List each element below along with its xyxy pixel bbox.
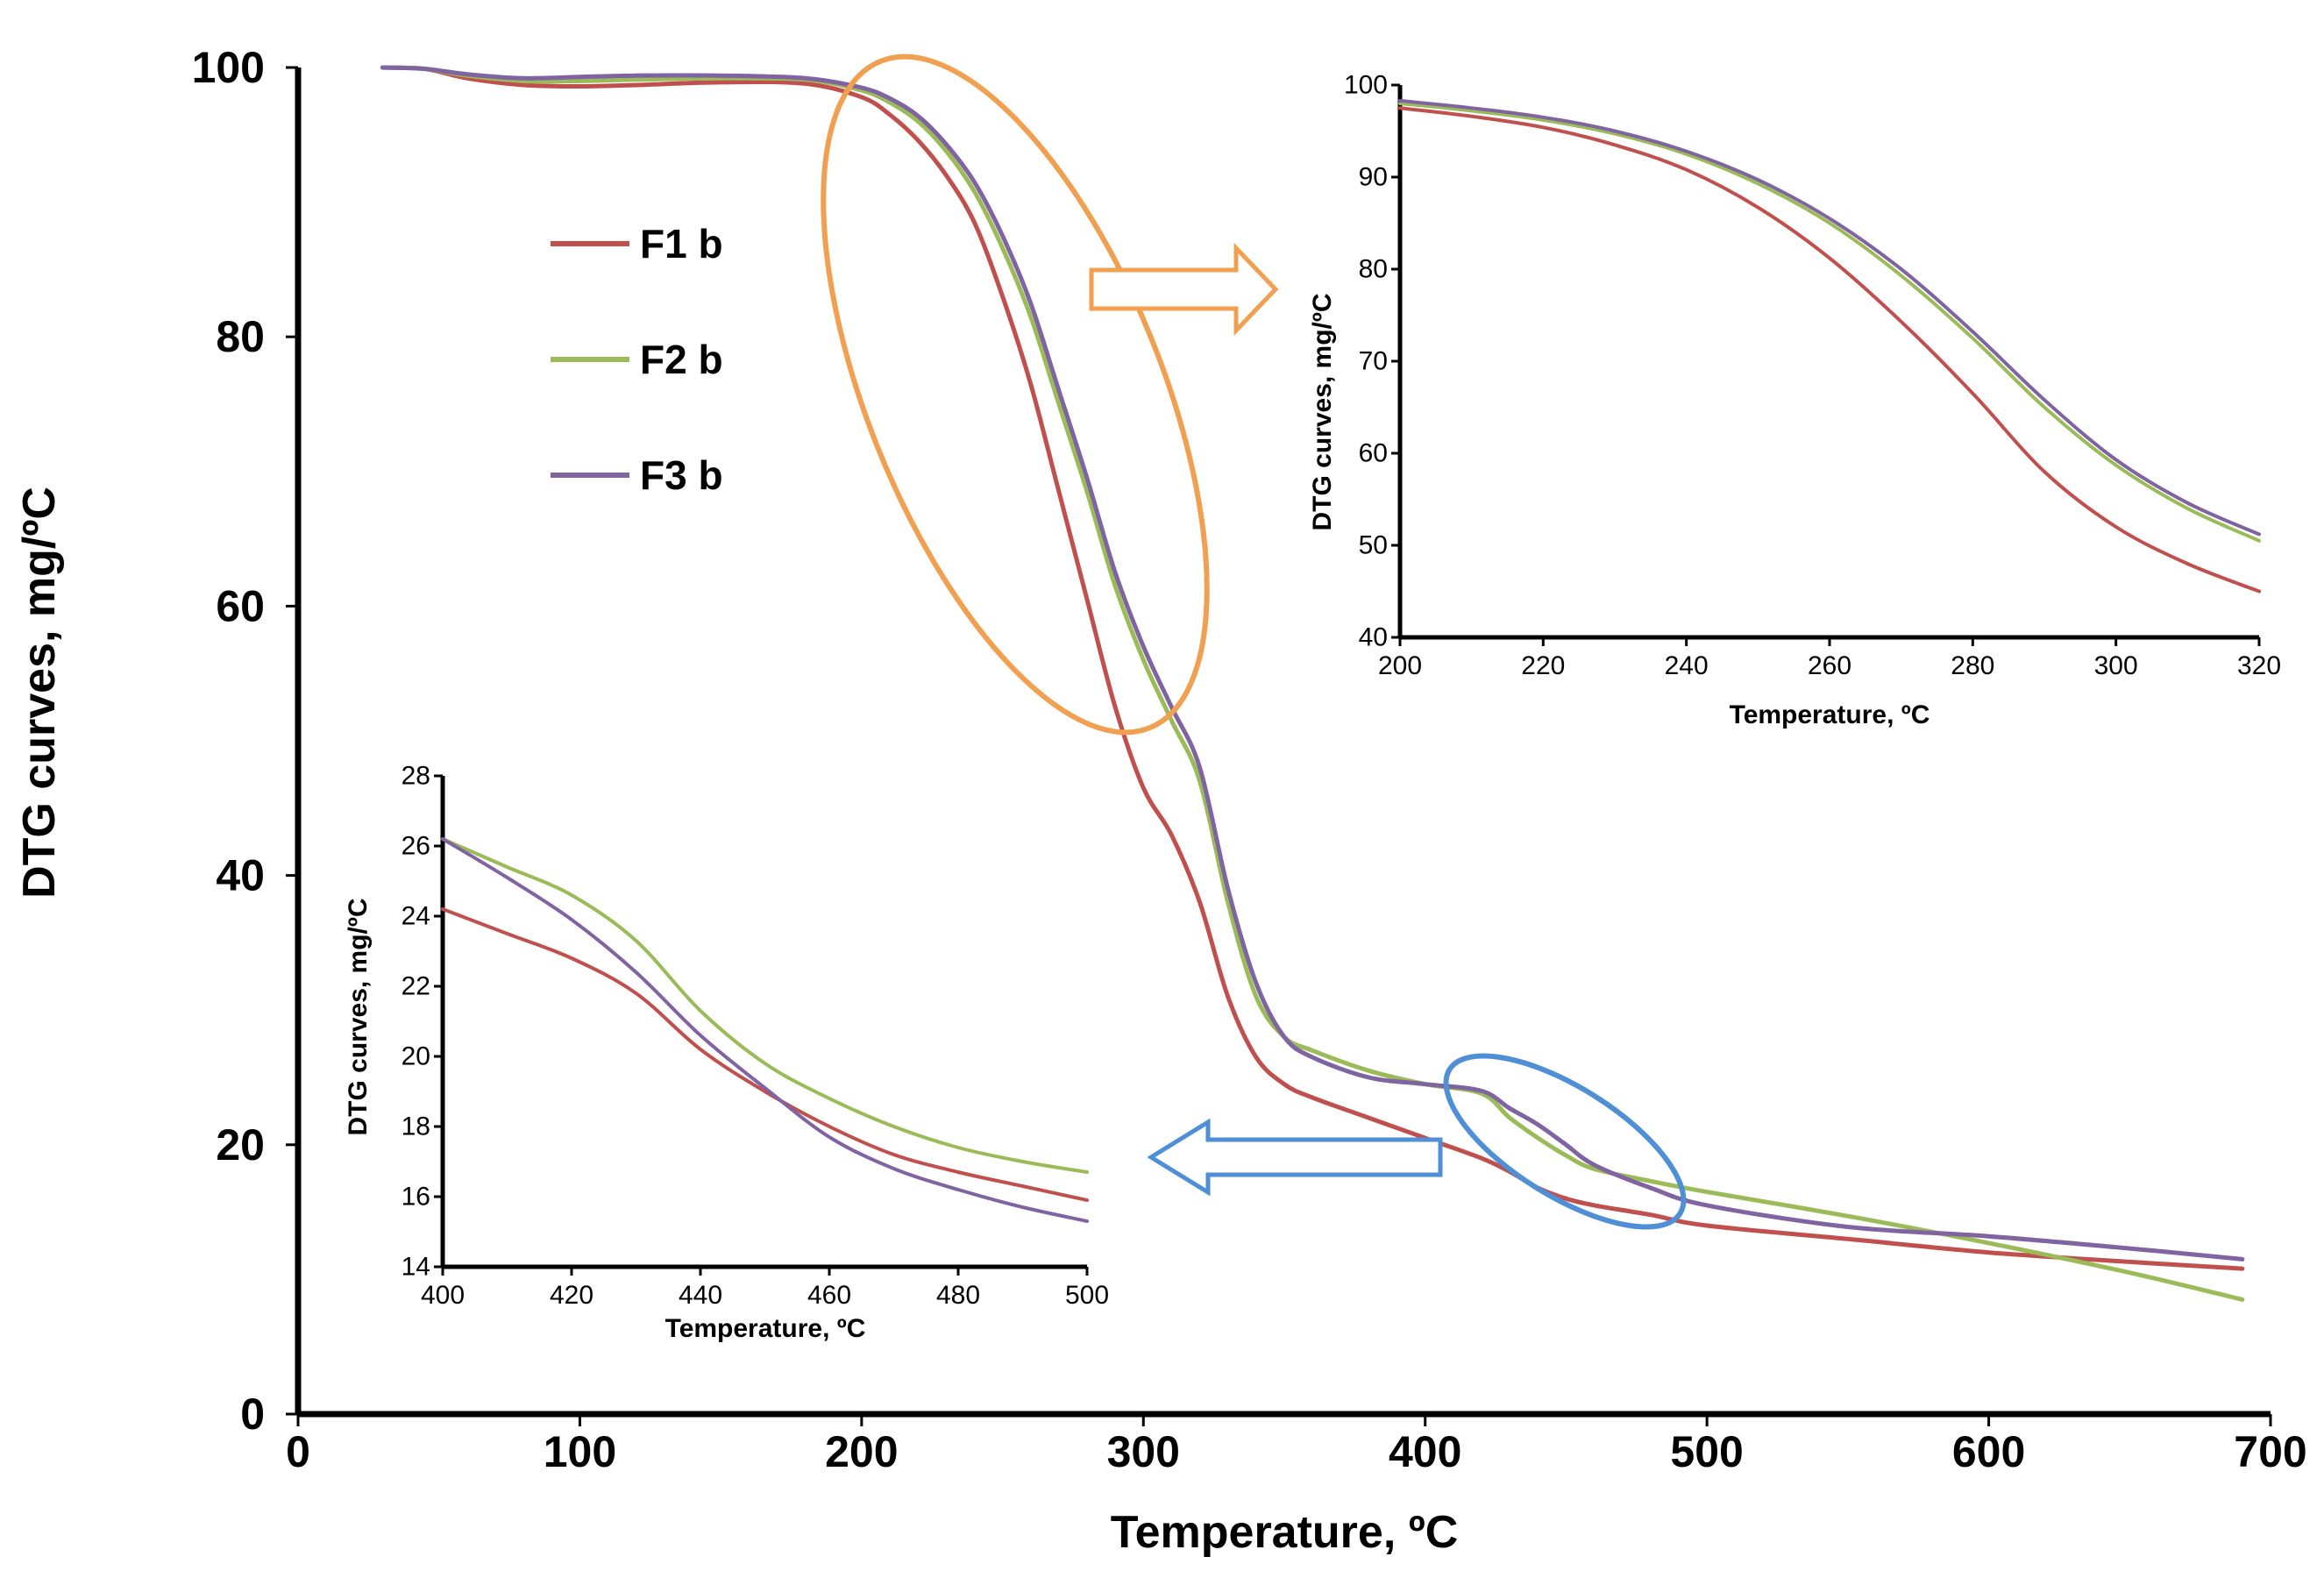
- x-tick-label: 320: [2237, 651, 2281, 680]
- y-tick-label: 18: [402, 1112, 430, 1141]
- x-tick-label: 280: [1951, 651, 1994, 680]
- y-tick-label: 40: [216, 851, 265, 900]
- series-line-f2-b: [441, 837, 1089, 1174]
- series-line-f2-b: [1398, 102, 2261, 543]
- y-tick-label: 50: [1359, 531, 1388, 560]
- left-arrow-icon: [1147, 1118, 1443, 1197]
- legend-label: F1 b: [640, 221, 723, 267]
- x-tick-label: 500: [1065, 1281, 1109, 1310]
- x-tick-label: 300: [1107, 1427, 1180, 1476]
- x-tick-label: 600: [1952, 1427, 2025, 1476]
- chart-inset-lower-left: 400 420 440 460 480 500 14 16 18 20 22 24 26 28 Temper…: [311, 750, 1122, 1346]
- x-tick-label: 700: [2234, 1427, 2306, 1476]
- chart-inset-upper-right: 200 220 240 260 280 300 320 40 50 60 70 80 90 100 Temp…: [1269, 59, 2294, 729]
- y-tick-label: 16: [402, 1183, 430, 1212]
- legend: F1 b F2 b F3 b: [551, 221, 723, 498]
- y-axis-title: DTG curves, mg/ºC: [1308, 293, 1337, 530]
- y-tick-label: 14: [402, 1253, 430, 1282]
- x-tick-label: 440: [679, 1281, 722, 1310]
- x-tick-label: 200: [1378, 651, 1422, 680]
- y-tick-label: 20: [216, 1120, 265, 1169]
- series-line-f3-b: [380, 65, 2245, 1262]
- y-tick-label: 26: [402, 832, 430, 861]
- annotations: [821, 53, 1687, 1230]
- x-tick-label: 400: [421, 1281, 465, 1310]
- y-tick-label: 100: [1344, 71, 1388, 100]
- y-axis-title: DTG curves, mg/ºC: [344, 898, 373, 1135]
- x-axis-title: Temperature, ºC: [665, 1314, 866, 1343]
- x-tick-label: 300: [2094, 651, 2138, 680]
- x-tick-label: 420: [550, 1281, 593, 1310]
- y-tick-label: 80: [216, 312, 265, 361]
- legend-label: F3 b: [640, 452, 723, 498]
- series-line-f3-b: [441, 837, 1089, 1223]
- y-tick-label: 90: [1359, 163, 1388, 192]
- series-line-f3-b: [1398, 98, 2261, 537]
- x-tick-label: 100: [544, 1427, 616, 1476]
- inset-background: [1269, 59, 2294, 716]
- x-tick-label: 220: [1521, 651, 1565, 680]
- y-tick-label: 20: [402, 1042, 430, 1071]
- highlight-ellipse-blue: [1443, 1053, 1687, 1230]
- y-axis-title: DTG curves, mg/ºC: [14, 487, 65, 899]
- x-tick-label: 400: [1389, 1427, 1461, 1476]
- y-tick-label: 0: [240, 1390, 265, 1439]
- x-axis-title: Temperature, ºC: [1730, 700, 1930, 729]
- x-tick-label: 260: [1808, 651, 1851, 680]
- y-tick-label: 60: [216, 581, 265, 630]
- y-tick-label: 60: [1359, 439, 1388, 468]
- x-tick-label: 460: [807, 1281, 851, 1310]
- x-tick-label: 0: [286, 1427, 310, 1476]
- x-tick-label: 500: [1670, 1427, 1743, 1476]
- legend-label: F2 b: [640, 337, 723, 382]
- y-tick-label: 40: [1359, 623, 1388, 652]
- chart-main: 0 100 200 300 400 500 600 700 0 20 40 60 80 100 Temper…: [14, 43, 2307, 1558]
- y-tick-label: 28: [402, 762, 430, 791]
- y-tick-label: 22: [402, 972, 430, 1001]
- x-tick-label: 480: [936, 1281, 980, 1310]
- y-tick-label: 80: [1359, 255, 1388, 284]
- x-tick-label: 240: [1665, 651, 1709, 680]
- series-line-f1-b: [441, 907, 1089, 1202]
- highlight-ellipse-orange: [821, 53, 1210, 736]
- series-line-f1-b: [1398, 106, 2261, 594]
- y-tick-label: 70: [1359, 347, 1388, 376]
- right-arrow-icon: [1089, 242, 1279, 337]
- x-tick-label: 200: [825, 1427, 898, 1476]
- y-tick-label: 100: [192, 43, 265, 92]
- y-tick-label: 24: [402, 902, 430, 931]
- series-line-f1-b: [380, 65, 2245, 1271]
- x-axis-title: Temperature, ºC: [1111, 1507, 1459, 1558]
